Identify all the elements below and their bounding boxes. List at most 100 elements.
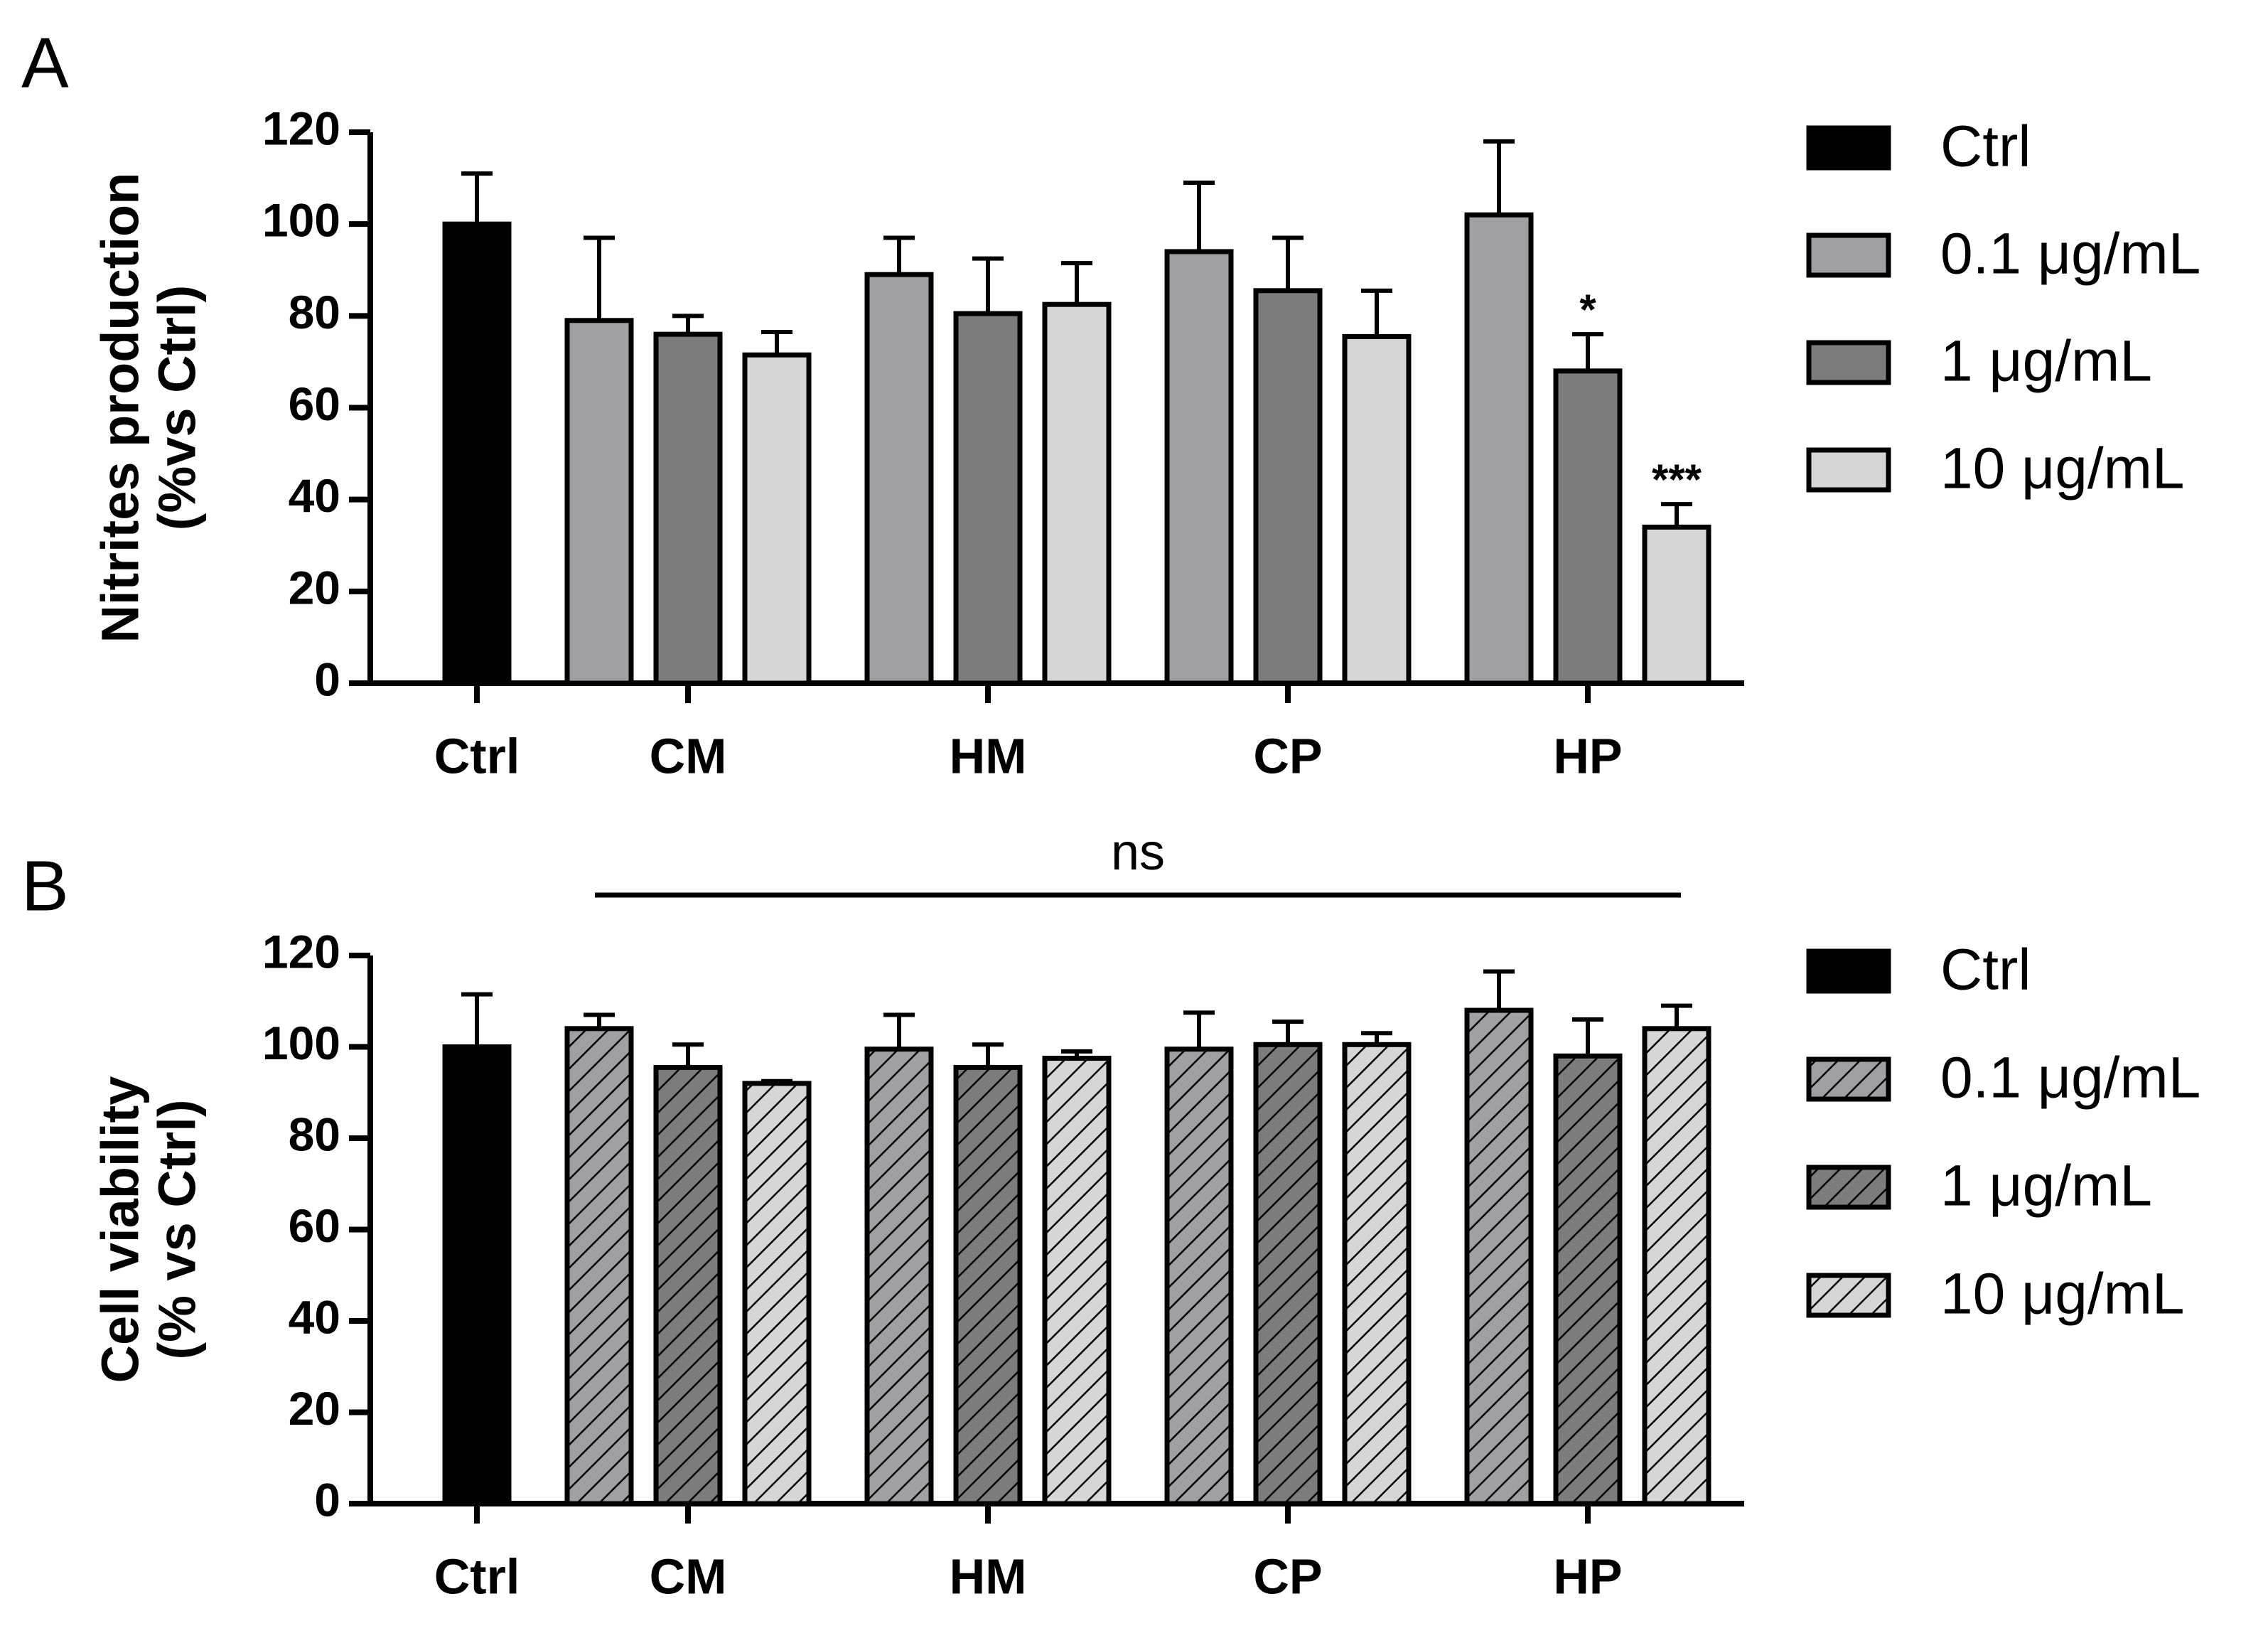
bar: [1464, 212, 1534, 686]
bar: [742, 352, 812, 686]
error-bar: [1483, 969, 1515, 1011]
legend-swatch: [1806, 1056, 1891, 1102]
error-bar: [584, 235, 615, 321]
legend-label: 1 μg/mL: [1940, 329, 2152, 394]
error-bar: [461, 992, 493, 1047]
bar: [1553, 368, 1623, 686]
y-tick-label: 60: [289, 378, 340, 430]
error-bar: [1572, 1017, 1603, 1056]
legend-swatch: [1806, 125, 1891, 171]
legend-label: 0.1 μg/mL: [1940, 222, 2200, 287]
error-bar: [972, 256, 1004, 314]
bar: [742, 1081, 812, 1506]
bar: [653, 1064, 723, 1506]
y-tick-label: 0: [314, 653, 340, 705]
legend-swatch: [1806, 1273, 1891, 1318]
error-bar: [761, 1078, 792, 1083]
error-bar: [1061, 261, 1092, 305]
y-axis-title: Nitrites production: [91, 173, 150, 643]
error-bar: [1183, 181, 1215, 252]
bar: [1464, 1007, 1534, 1506]
error-bar: [672, 314, 704, 335]
error-bar: [1272, 235, 1304, 291]
error-bar: [1061, 1049, 1092, 1059]
significance-label: *: [1579, 286, 1596, 333]
x-tick-label: HM: [950, 728, 1027, 783]
x-tick-label: CP: [1253, 728, 1322, 783]
legend-swatch: [1806, 340, 1891, 385]
y-axis-title: (% vs Ctrl): [148, 1100, 207, 1360]
y-tick-label: 40: [289, 1290, 340, 1343]
legend-swatch: [1806, 1165, 1891, 1210]
x-tick-label: CP: [1253, 1548, 1322, 1604]
bar: [1342, 1042, 1412, 1506]
error-bar: [883, 235, 915, 275]
error-bar: [461, 171, 493, 225]
annotation: ns: [1111, 824, 1165, 881]
bar: [1253, 1042, 1323, 1506]
bar: [1553, 1053, 1623, 1506]
error-bar: [584, 1012, 615, 1029]
y-tick-label: 60: [289, 1199, 340, 1252]
x-tick-label: CM: [650, 1548, 727, 1604]
error-bar: [672, 1042, 704, 1068]
bar: [953, 1064, 1023, 1506]
x-tick-label: Ctrl: [434, 1548, 520, 1604]
bar: [1042, 301, 1112, 686]
legend-label: Ctrl: [1940, 114, 2031, 179]
bar: [564, 1026, 634, 1506]
error-bar: [1361, 288, 1392, 337]
legend-label: 0.1 μg/mL: [1940, 1046, 2200, 1110]
bar: [653, 331, 723, 686]
bar: [442, 221, 512, 686]
y-tick-label: 20: [289, 561, 340, 614]
bar: [1253, 288, 1323, 686]
error-bar: [883, 1012, 915, 1049]
bar: [864, 272, 934, 686]
y-tick-label: 40: [289, 469, 340, 522]
legend-swatch: [1806, 447, 1891, 493]
x-tick-label: HP: [1553, 1548, 1622, 1604]
bar: [1642, 1026, 1711, 1506]
significance-label: ***: [1652, 456, 1702, 503]
bar: [1042, 1056, 1112, 1506]
error-bar: [1572, 332, 1603, 371]
panel-label: A: [21, 23, 69, 102]
y-tick-label: 80: [289, 1108, 340, 1160]
bar: [1164, 1046, 1234, 1506]
y-axis-title: Cell viability: [91, 1076, 150, 1383]
y-tick-label: 0: [314, 1473, 340, 1526]
bar: [564, 318, 634, 686]
error-bar: [1483, 139, 1515, 215]
bar: [1342, 333, 1412, 686]
x-tick-label: HP: [1553, 728, 1622, 783]
bar: [1164, 249, 1234, 686]
panel-label: B: [21, 846, 69, 926]
y-tick-label: 100: [262, 1017, 340, 1069]
x-tick-label: Ctrl: [434, 728, 520, 783]
y-tick-label: 120: [262, 102, 340, 154]
bar: [442, 1044, 512, 1506]
legend-swatch: [1806, 232, 1891, 278]
error-bar: [972, 1042, 1004, 1068]
legend-swatch: [1806, 948, 1891, 994]
bar: [864, 1046, 934, 1506]
legend-label: 10 μg/mL: [1940, 1262, 2185, 1327]
error-bar: [1661, 502, 1692, 528]
y-axis-title: (%vs Ctrl): [148, 285, 207, 530]
legend-label: 1 μg/mL: [1940, 1154, 2152, 1219]
error-bar: [1272, 1019, 1304, 1045]
error-bar: [1361, 1031, 1392, 1045]
y-tick-label: 20: [289, 1382, 340, 1435]
error-bar: [1183, 1010, 1215, 1049]
error-bar: [761, 329, 792, 355]
bar: [953, 311, 1023, 686]
x-tick-label: CM: [650, 728, 727, 783]
x-tick-label: HM: [950, 1548, 1027, 1604]
legend-label: Ctrl: [1940, 938, 2031, 1002]
error-bar: [1661, 1003, 1692, 1029]
y-tick-label: 120: [262, 925, 340, 978]
y-tick-label: 80: [289, 286, 340, 338]
legend-label: 10 μg/mL: [1940, 437, 2185, 501]
